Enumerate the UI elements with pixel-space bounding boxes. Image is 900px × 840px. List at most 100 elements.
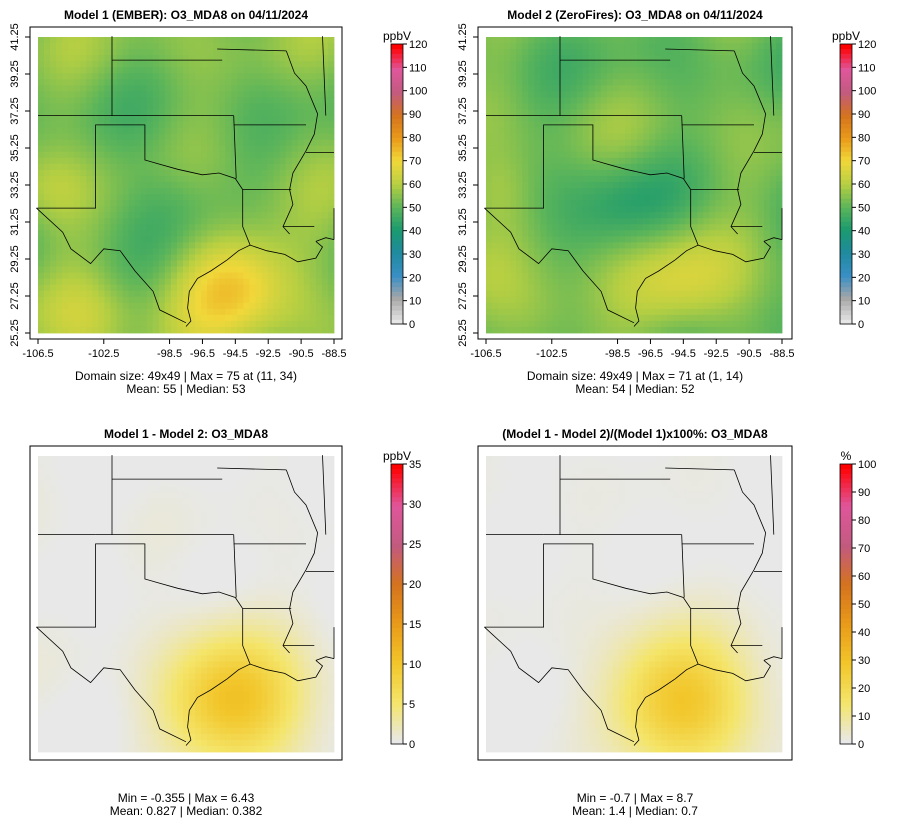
map-panel-3: Model 1 - Model 2: O3_MDA8 Min = -0.355 |… [29,427,421,818]
colorbar: % 0 10 20 30 40 50 60 70 80 90 100 [839,449,876,751]
x-tick-label: -88.5 [321,348,346,360]
colorbar-tick-label: 20 [858,683,870,695]
colorbar-tick-label: 80 [858,132,870,144]
colorbar-tick-label: 60 [409,179,421,191]
colorbar-tick-label: 30 [858,655,870,667]
x-tick-label: -106.5 [470,348,501,360]
y-tick-label: 29.25 [9,245,21,273]
colorbar-tick-label: 40 [409,226,421,238]
y-tick-label: 35.25 [457,134,469,162]
colorbar-tick-label: 110 [409,62,427,74]
map-panel-1: Model 1 (EMBER): O3_MDA8 on 04/11/2024 -1… [9,8,427,396]
colorbar-tick-label: 90 [858,109,870,121]
y-tick-label: 25.25 [9,319,21,347]
x-tick-label: -92.5 [704,348,729,360]
colorbar-tick-label: 0 [858,319,864,331]
colorbar-tick-label: 20 [409,579,421,591]
y-tick-label: 33.25 [457,171,469,199]
colorbar-tick-label: 40 [858,627,870,639]
x-tick-label: -90.5 [737,348,762,360]
colorbar-tick-label: 0 [858,739,864,751]
colorbar-tick-label: 60 [858,179,870,191]
colorbar-tick-label: 50 [409,202,421,214]
y-tick-label: 31.25 [457,208,469,236]
colorbar-tick-label: 70 [409,156,421,168]
colorbar-tick-label: 0 [409,319,415,331]
y-tick-label: 39.25 [457,60,469,88]
colorbar-tick-label: 90 [858,487,870,499]
colorbar-tick-label: 40 [858,226,870,238]
colorbar-tick-label: 35 [409,459,421,471]
state-boundaries [484,36,783,327]
panel-title: (Model 1 - Model 2)/(Model 1)x100%: O3_M… [502,427,768,441]
heatmap-grid [38,456,335,753]
x-tick-label: -96.5 [190,348,215,360]
colorbar-tick-label: 100 [858,86,876,98]
stats-line-2: Mean: 54 | Median: 52 [575,382,695,396]
colorbar-tick-label: 80 [409,132,421,144]
stats-line-2: Mean: 55 | Median: 53 [126,382,246,396]
colorbar-tick-label: 120 [409,39,427,51]
y-tick-label: 29.25 [457,245,469,273]
panel-title: Model 1 (EMBER): O3_MDA8 on 04/11/2024 [64,8,308,22]
x-tick-label: -88.5 [769,348,794,360]
colorbar-tick-label: 0 [409,739,415,751]
colorbar-tick-label: 80 [858,515,870,527]
colorbar-tick-label: 30 [409,249,421,261]
colorbar-tick-label: 20 [409,272,421,284]
colorbar-unit: ppbV [832,29,860,43]
map-panel-2: Model 2 (ZeroFires): O3_MDA8 on 04/11/20… [457,8,876,396]
axes: -106.5 -102.5 -98.5 -96.5 -94.5 -92.5 -90.5 -88… [9,23,347,360]
heatmap-grid [486,37,783,334]
colorbar-tick-label: 30 [409,499,421,511]
heatmap-grid [486,456,783,753]
colorbar-unit: ppbV [383,29,411,43]
x-tick-label: -106.5 [22,348,53,360]
colorbar-tick-label: 70 [858,543,870,555]
stats-line-1: Domain size: 49x49 | Max = 71 at (1, 14) [527,369,743,383]
colorbar-tick-label: 50 [858,202,870,214]
map-panel-4: (Model 1 - Model 2)/(Model 1)x100%: O3_M… [477,427,876,818]
panels: Model 1 (EMBER): O3_MDA8 on 04/11/2024 -1… [9,8,876,818]
x-tick-label: -94.5 [223,348,248,360]
y-tick-label: 31.25 [9,208,21,236]
colorbar: ppbV 0 5 10 15 20 25 30 35 [383,449,421,751]
colorbar-tick-label: 110 [858,62,876,74]
colorbar-tick-label: 10 [409,659,421,671]
panel-frame [29,26,343,340]
colorbar-tick-label: 5 [409,699,415,711]
heatmap-grid [38,37,335,334]
y-tick-label: 33.25 [9,171,21,199]
panel-frame [29,445,343,761]
colorbar-tick-label: 50 [858,599,870,611]
y-tick-label: 27.25 [457,282,469,310]
state-boundaries [36,36,335,327]
state-boundaries [484,455,783,746]
colorbar-tick-label: 90 [409,109,421,121]
x-tick-label: -98.5 [157,348,182,360]
colorbar-tick-label: 100 [858,459,876,471]
x-tick-label: -90.5 [289,348,314,360]
y-tick-label: 27.25 [9,282,21,310]
colorbar-tick-label: 25 [409,539,421,551]
y-tick-label: 37.25 [9,97,21,125]
panel-frame [477,445,793,761]
y-tick-label: 25.25 [457,319,469,347]
colorbar-unit: % [841,449,852,463]
panel-title: Model 1 - Model 2: O3_MDA8 [104,427,268,441]
x-tick-label: -94.5 [671,348,696,360]
colorbar-tick-label: 10 [409,296,421,308]
x-tick-label: -98.5 [605,348,630,360]
stats-line-2: Mean: 0.827 | Median: 0.382 [110,804,263,818]
y-tick-label: 37.25 [457,97,469,125]
panel-frame [477,26,793,340]
colorbar-tick-label: 120 [858,39,876,51]
colorbar-tick-label: 15 [409,619,421,631]
stats-line-2: Mean: 1.4 | Median: 0.7 [572,804,698,818]
x-tick-label: -102.5 [88,348,119,360]
colorbar-tick-label: 10 [858,296,870,308]
x-tick-label: -102.5 [536,348,567,360]
x-tick-label: -96.5 [638,348,663,360]
colorbar-tick-label: 100 [409,86,427,98]
